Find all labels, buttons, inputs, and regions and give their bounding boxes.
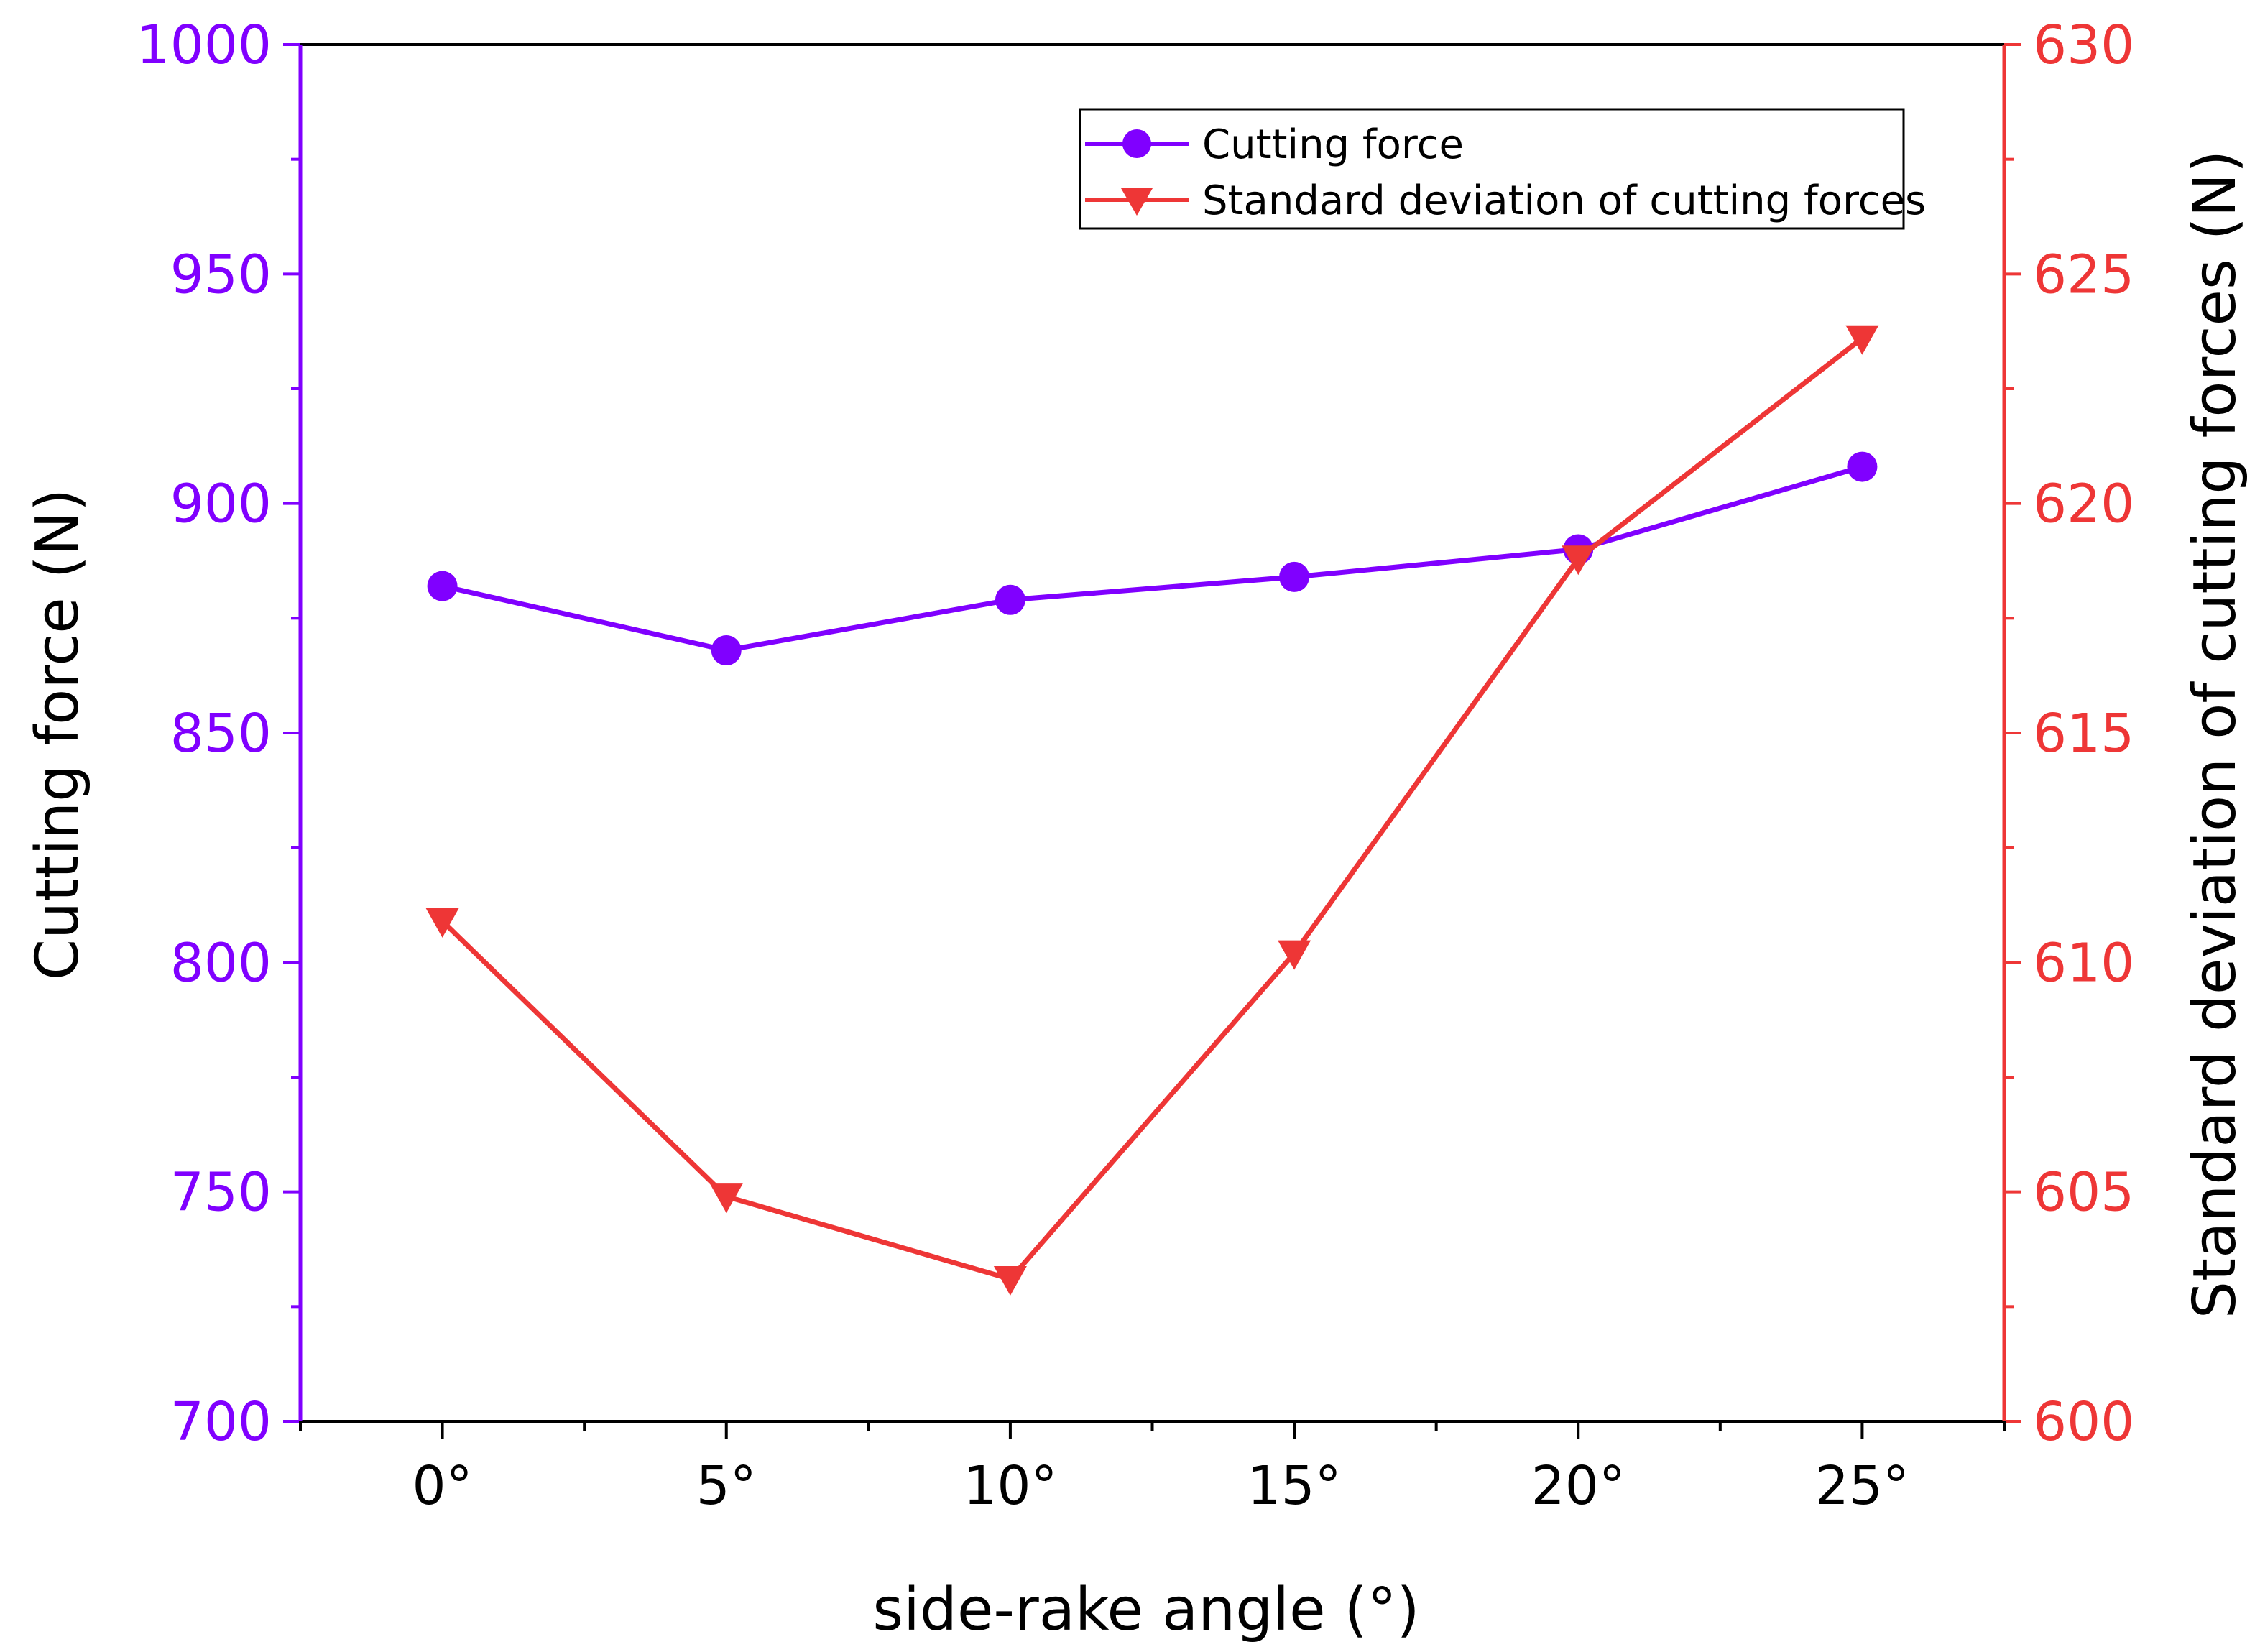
legend: Cutting force Standard deviation of cutt… <box>1079 108 1926 230</box>
y-left-tick-label: 700 <box>170 1391 272 1453</box>
legend-label-std-dev: Standard deviation of cutting forces <box>1202 177 1926 224</box>
data-point-std-dev <box>1562 545 1595 576</box>
data-point-std-dev <box>993 1266 1027 1296</box>
series-line-std-dev <box>441 336 1864 1282</box>
data-point-std-dev <box>709 1183 743 1214</box>
x-axis-title: side-rake angle (°) <box>872 1576 1419 1644</box>
y-left-tick-label: 1000 <box>137 14 272 76</box>
y-right-tick-label: 630 <box>2033 14 2134 76</box>
labels: side-rake angle (°) Cutting force (N) St… <box>24 150 2249 1644</box>
y-right-tick-label: 625 <box>2033 244 2134 305</box>
axes: 700 750 800 850 900 950 1000 600 605 610 615 620 625… <box>137 14 2135 1517</box>
y-left-tick-label: 850 <box>170 703 272 765</box>
legend-marker-std-dev <box>1121 188 1153 216</box>
data-point-cutting-force <box>1279 561 1310 592</box>
series-line-cutting-force <box>441 464 1863 653</box>
data-point-std-dev <box>425 908 459 938</box>
y-right-tick-label: 610 <box>2033 932 2134 994</box>
data-point-cutting-force <box>995 584 1025 615</box>
y-right-tick-label: 600 <box>2033 1391 2134 1453</box>
data-point-std-dev <box>1278 940 1311 970</box>
data-point-cutting-force <box>427 571 458 601</box>
x-tick-label: 20° <box>1531 1455 1625 1517</box>
y-left-tick-label: 900 <box>170 474 272 535</box>
y-left-tick-label: 950 <box>170 244 272 305</box>
y-right-tick-label: 620 <box>2033 474 2134 535</box>
y-axis-title-right: Standard deviation of cutting forces (N) <box>2181 150 2249 1319</box>
legend-box <box>1079 108 1905 230</box>
x-tick-label: 0° <box>412 1455 473 1517</box>
series-layer <box>425 325 1879 1296</box>
data-point-cutting-force <box>711 635 742 666</box>
x-tick-label: 25° <box>1815 1455 1909 1517</box>
y-axis-title-left: Cutting force (N) <box>24 489 92 980</box>
data-point-cutting-force <box>1847 451 1878 482</box>
x-tick-label: 5° <box>696 1455 757 1517</box>
legend-label-cutting-force: Cutting force <box>1202 121 1464 168</box>
y-right-tick-label: 605 <box>2033 1162 2134 1224</box>
y-right-tick-label: 615 <box>2033 703 2134 765</box>
y-left-tick-label: 750 <box>170 1162 272 1224</box>
legend-marker-cutting-force <box>1122 129 1151 158</box>
x-tick-label: 10° <box>963 1455 1057 1517</box>
y-left-tick-label: 800 <box>170 932 272 994</box>
data-point-std-dev <box>1845 325 1879 355</box>
x-tick-label: 15° <box>1247 1455 1341 1517</box>
